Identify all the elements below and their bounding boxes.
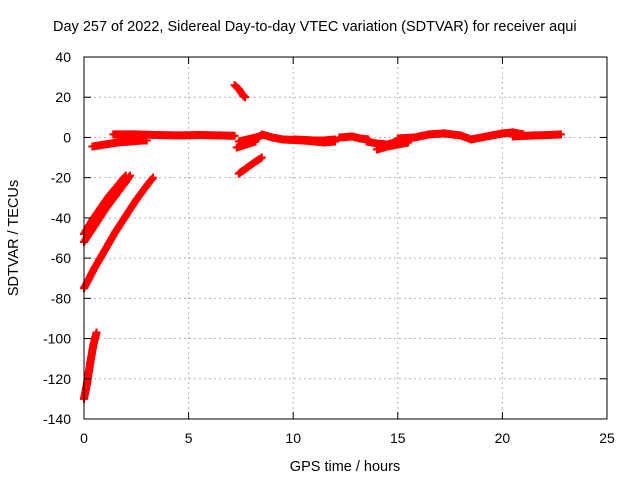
chart-title: Day 257 of 2022, Sidereal Day-to-day VTE… [53,19,577,35]
data-point [149,173,158,182]
x-tick-label: 20 [495,430,511,446]
y-tick-label: 20 [55,89,71,105]
y-tick-label: -140 [43,411,71,427]
series-track-2 [80,173,158,293]
series-track-16 [393,128,528,144]
series-track-12 [289,135,340,145]
data-layer [80,81,565,403]
plot-frame [83,56,608,420]
series-track-6 [109,130,239,140]
y-tick-label: -120 [43,371,71,387]
x-tick-label: 25 [599,430,615,446]
x-tick-label: 5 [185,430,193,446]
x-tick-label: 0 [80,430,88,446]
data-point [121,171,130,180]
data-point [331,135,340,144]
data-point [257,153,266,162]
y-tick-label: -80 [51,290,71,306]
data-point [92,328,101,337]
x-axis-label: GPS time / hours [290,459,400,475]
y-tick-label: -20 [51,170,71,186]
x-tick-label: 10 [285,430,301,446]
series-track-10 [234,153,266,178]
y-tick-label: -40 [51,210,71,226]
y-tick-label: -100 [43,331,71,347]
x-tick-label: 15 [390,430,406,446]
series-track-4 [80,171,130,238]
data-point [230,131,239,140]
tick-layer: 0 5 10 15 20 25 -140 -120 -100 -80 -60 -40 -20 0 20 40 [43,49,615,446]
y-axis-label: SDTVAR / TECUs [6,180,22,296]
series-track-17 [508,130,565,141]
series-track-7 [230,81,250,102]
series-track-15 [372,138,413,154]
data-point [241,93,250,102]
data-point [556,130,565,139]
y-tick-label: 0 [63,129,71,145]
y-tick-label: 40 [55,49,71,65]
y-tick-label: -60 [51,250,71,266]
